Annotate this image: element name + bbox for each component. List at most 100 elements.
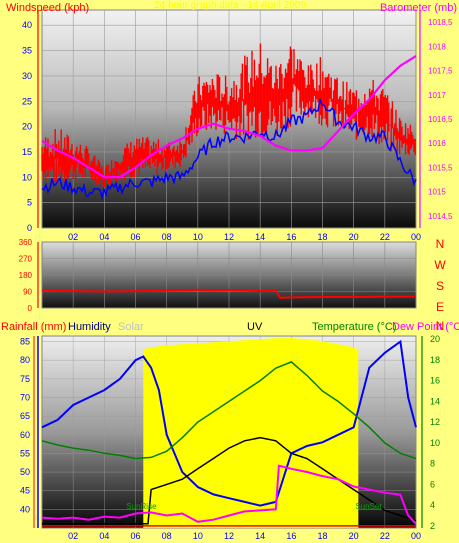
y-left-tick-label: 35 (22, 46, 32, 56)
x-tick-label: 20 (349, 531, 359, 541)
y-right-tick-label: 1017 (428, 91, 446, 100)
legend-entry: Humidity (68, 321, 111, 333)
wind-direction-line (41, 288, 416, 299)
legend-entry: Dew Point (°C) (392, 321, 459, 333)
x-tick-label: 02 (68, 232, 78, 242)
dew-point-c-line (42, 436, 417, 525)
y-left-tick-label: 0 (27, 223, 32, 233)
x-tick-label: 06 (130, 232, 140, 242)
y-left-tick-label: 45 (20, 486, 30, 496)
y-left-label: Windspeed (kph) (6, 2, 89, 14)
chart-title: 24 hour graph data - 14 April 2009 (154, 0, 306, 11)
y-left-tick-label: 65 (20, 411, 30, 421)
y-left-tick-label: 85 (20, 337, 30, 347)
y-left-tick-label: 30 (22, 71, 32, 81)
solar-area (143, 338, 359, 528)
x-tick-label: 14 (255, 531, 265, 541)
humidity-temperature-chart: 02 04 06 08 10 12 14 16 18 20 22 00 40 45 50 55 60 65 70 75… (1, 321, 459, 541)
x-tick-label: 16 (286, 232, 296, 242)
y-left-tick-label: 55 (20, 448, 30, 458)
y-left-tick-label: 5 (27, 198, 32, 208)
legend-entry: Temperature (°C) (312, 321, 396, 333)
y-tick-label: 180 (19, 271, 33, 280)
x-tick-label: 12 (224, 531, 234, 541)
y-right-label: Barometer (mb) (380, 2, 457, 14)
x-tick-label: 16 (286, 531, 296, 541)
x-tick-label: 08 (162, 232, 172, 242)
legend-entry: Rainfall (mm) (1, 321, 66, 333)
x-tick-label: 04 (99, 232, 109, 242)
x-tick-label: 12 (224, 232, 234, 242)
ticks-1: 02 04 06 08 10 12 14 16 18 20 22 000510152025303540… (22, 10, 453, 242)
y-right-tick-label: 18 (430, 355, 440, 365)
y-right-tick-label: 12 (430, 417, 440, 427)
compass-label: E (436, 300, 444, 314)
humidity-line (41, 339, 417, 507)
compass-label: N (436, 319, 445, 333)
y-right-tick-label: 6 (430, 479, 435, 489)
y-right-tick-label: 16 (430, 376, 440, 386)
series-1 (41, 43, 417, 201)
x-tick-label: 00 (411, 531, 421, 541)
x-tick-label: 20 (349, 232, 359, 242)
y-left-tick-label: 15 (22, 147, 32, 157)
compass-label: S (436, 279, 444, 293)
y-right-tick-label: 1016 (428, 139, 446, 148)
y-right-tick-label: 1018,5 (428, 18, 453, 27)
x-tick-label: 04 (99, 531, 109, 541)
y-right-tick-label: 1014,5 (428, 212, 453, 221)
rainfall-mm-line (41, 464, 417, 525)
compass-label: N (436, 237, 445, 251)
legend-entry: UV (247, 321, 263, 333)
y-right-tick-label: 1017,5 (428, 67, 453, 76)
x-tick-label: 10 (193, 232, 203, 242)
ticks-3: 02 04 06 08 10 12 14 16 18 20 22 00 40 45 50 55 60 65 70 75… (20, 334, 440, 541)
annotation-sunrise: SunRise (126, 502, 157, 511)
y-right-tick-label: 2 (430, 521, 435, 531)
annotation-sunset: SunSet (355, 502, 382, 511)
x-tick-label: 14 (255, 232, 265, 242)
x-tick-label: 18 (317, 531, 327, 541)
y-right-tick-label: 10 (430, 438, 440, 448)
y-right-tick-label: 1016,5 (428, 115, 453, 124)
y-right-tick-label: 20 (430, 334, 440, 344)
series-2 (41, 288, 416, 299)
x-tick-label: 06 (130, 531, 140, 541)
y-left-tick-label: 20 (22, 122, 32, 132)
wind-average-line (41, 98, 417, 201)
y-tick-label: 270 (19, 255, 33, 264)
compass-label: W (434, 258, 446, 272)
y-left-tick-label: 75 (20, 374, 30, 384)
temperature-c-line (41, 361, 417, 460)
y-right-tick-label: 1015 (428, 188, 446, 197)
x-tick-label: 22 (380, 531, 390, 541)
x-tick-label: 22 (380, 232, 390, 242)
y-left-tick-label: 40 (20, 504, 30, 514)
annotations-3: SunRise SunSet (126, 502, 382, 511)
y-left-tick-label: 50 (20, 467, 30, 477)
series-3 (41, 338, 417, 528)
y-right-tick-label: 1015,5 (428, 163, 453, 172)
x-tick-label: 00 (411, 232, 421, 242)
y-left-tick-label: 80 (20, 355, 30, 365)
y-right-tick-label: 4 (430, 500, 435, 510)
legend-entry: Solar (118, 321, 144, 333)
y-tick-label: 360 (19, 238, 33, 247)
x-tick-label: 08 (162, 531, 172, 541)
x-tick-label: 18 (317, 232, 327, 242)
y-left-tick-label: 60 (20, 430, 30, 440)
y-right-tick-label: 8 (430, 459, 435, 469)
x-tick-label: 02 (68, 531, 78, 541)
y-left-tick-label: 10 (22, 172, 32, 182)
y-right-tick-label: 14 (430, 396, 440, 406)
legend-3: Rainfall (mm) Humidity Solar UV Temperature … (1, 321, 459, 333)
x-tick-label: 10 (193, 531, 203, 541)
y-tick-label: 90 (23, 288, 32, 297)
y-right-tick-label: 1018 (428, 42, 446, 51)
windspeed-barometer-chart: 02 04 06 08 10 12 14 16 18 20 22 000510152025303540… (6, 0, 457, 242)
y-tick-label: 0 (28, 304, 33, 313)
y-left-tick-label: 25 (22, 96, 32, 106)
